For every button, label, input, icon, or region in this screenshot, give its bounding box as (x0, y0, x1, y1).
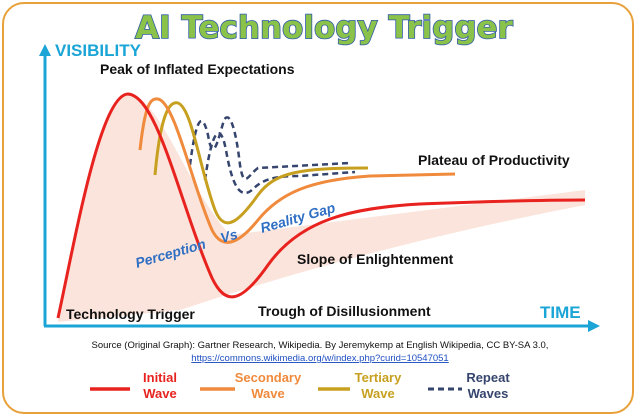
source-citation: Source (Original Graph): Gartner Researc… (92, 340, 549, 351)
legend-item-repeat: Repeat Waves (428, 370, 510, 401)
legend-item-tertiary: Tertiary Wave (318, 370, 402, 401)
trough-label: Trough of Disillusionment (258, 303, 431, 319)
legend-label-secondary-line1: Secondary (235, 370, 302, 385)
diagram-title: AI Technology Trigger (135, 10, 513, 46)
tertiary-wave-curve (153, 101, 369, 225)
initial-wave-curve (56, 92, 586, 319)
legend-label-repeat-line1: Repeat (466, 370, 510, 385)
legend-label-secondary-line2: Wave (251, 386, 284, 401)
legend-item-secondary: Secondary Wave (200, 370, 302, 401)
slope-label: Slope of Enlightenment (297, 251, 454, 267)
legend-label-initial-line2: Wave (143, 386, 176, 401)
legend-item-initial: Initial Wave (90, 370, 177, 401)
perception-reality-gap-shade (58, 94, 585, 322)
repeat-wave-curve-2 (203, 131, 356, 195)
legend-label-repeat-line2: Waves (468, 386, 509, 401)
source-link[interactable]: https://commons.wikimedia.org/w/index.ph… (191, 353, 448, 364)
legend-label-tertiary-line1: Tertiary (355, 370, 402, 385)
legend: Initial Wave Secondary Wave Tertiary Wav… (90, 370, 510, 401)
legend-label-tertiary-line2: Wave (361, 386, 394, 401)
peak-label: Peak of Inflated Expectations (100, 61, 295, 77)
plateau-label: Plateau of Productivity (418, 152, 570, 168)
y-axis-label: VISIBILITY (55, 41, 142, 60)
x-axis-arrow-icon (588, 320, 600, 332)
secondary-wave-curve (138, 97, 456, 244)
trigger-label: Technology Trigger (66, 306, 195, 322)
vs-label: Vs (218, 226, 239, 246)
y-axis-arrow-icon (39, 44, 51, 56)
x-axis-label: TIME (540, 303, 581, 322)
legend-label-initial-line1: Initial (143, 370, 177, 385)
